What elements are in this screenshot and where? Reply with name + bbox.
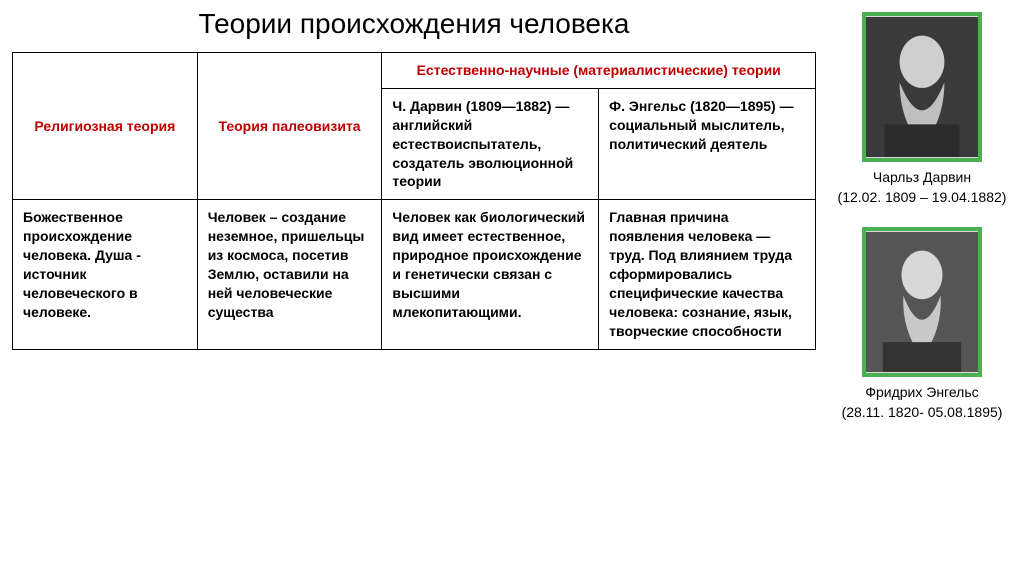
portrait-engels bbox=[862, 227, 982, 377]
portrait-darwin bbox=[862, 12, 982, 162]
header-paleovisit: Теория палеовизита bbox=[197, 53, 382, 200]
cell-engels: Главная причина появления человека — тру… bbox=[599, 200, 816, 349]
table-header-row-1: Религиозная теория Теория палеовизита Ес… bbox=[13, 53, 816, 89]
cell-paleovisit: Человек – создание неземное, пришельцы и… bbox=[197, 200, 382, 349]
caption-darwin: Чарльз Дарвин (12.02. 1809 – 19.04.1882) bbox=[838, 168, 1007, 207]
header-scientific: Естественно-научные (материалистические)… bbox=[382, 53, 816, 89]
caption-darwin-dates: (12.02. 1809 – 19.04.1882) bbox=[838, 188, 1007, 208]
caption-engels-name: Фридрих Энгельс bbox=[842, 383, 1003, 403]
cell-religious: Божественное происхождение человека. Душ… bbox=[13, 200, 198, 349]
table-body-row: Божественное происхождение человека. Душ… bbox=[13, 200, 816, 349]
portrait-placeholder-icon bbox=[866, 16, 978, 158]
subheader-engels: Ф. Энгельс (1820—1895) — социальный мысл… bbox=[599, 88, 816, 199]
theories-table: Религиозная теория Теория палеовизита Ес… bbox=[12, 52, 816, 350]
cell-darwin: Человек как биологический вид имеет есте… bbox=[382, 200, 599, 349]
caption-darwin-name: Чарльз Дарвин bbox=[838, 168, 1007, 188]
page-title: Теории происхождения человека bbox=[12, 8, 816, 40]
header-religious: Религиозная теория bbox=[13, 53, 198, 200]
subheader-darwin: Ч. Дарвин (1809—1882) — английский естес… bbox=[382, 88, 599, 199]
portrait-placeholder-icon bbox=[866, 231, 978, 373]
caption-engels: Фридрих Энгельс (28.11. 1820- 05.08.1895… bbox=[842, 383, 1003, 422]
caption-engels-dates: (28.11. 1820- 05.08.1895) bbox=[842, 403, 1003, 423]
main-column: Теории происхождения человека Религиозна… bbox=[12, 8, 816, 566]
portraits-column: Чарльз Дарвин (12.02. 1809 – 19.04.1882)… bbox=[832, 8, 1012, 566]
